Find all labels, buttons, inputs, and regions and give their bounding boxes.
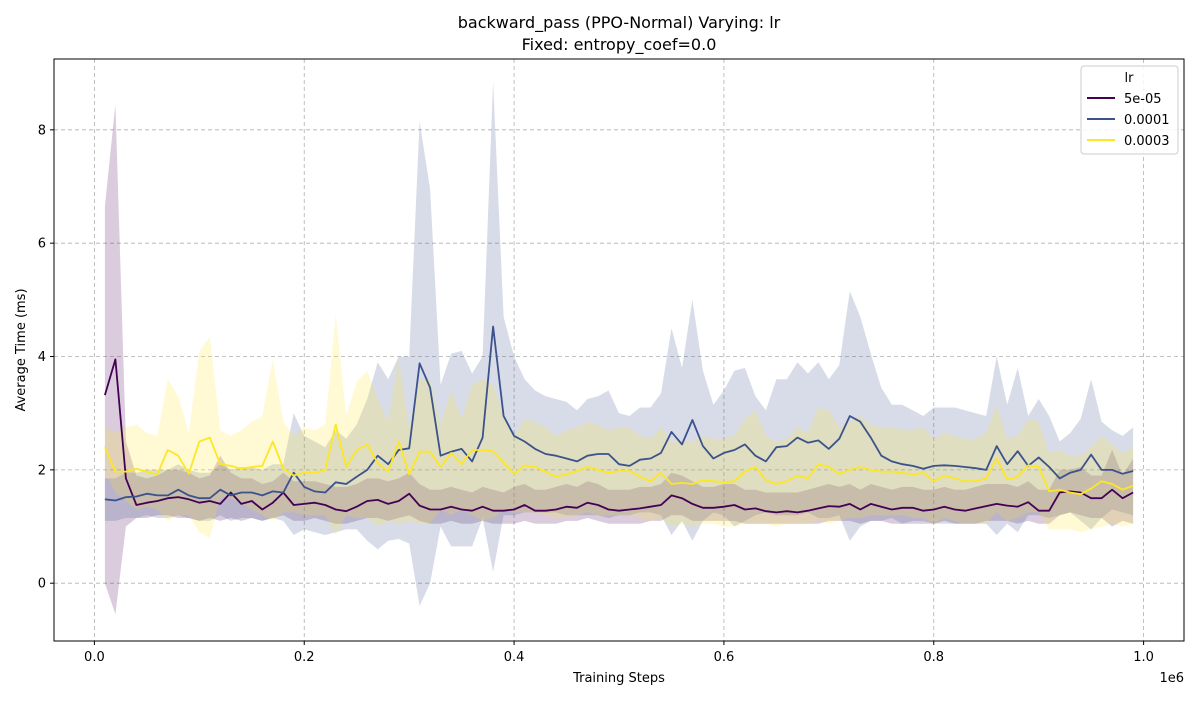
legend-box [1080, 65, 1179, 155]
series-lines [104, 325, 1134, 514]
y-tick-label: 6 [38, 237, 46, 252]
axis-ticks: 0.0 0.2 0.4 0.6 0.8 1.0 0 2 4 6 8 [38, 123, 1154, 665]
y-tick-label: 4 [38, 350, 46, 365]
x-tick-label: 0.8 [923, 650, 944, 665]
chart-title-line2: Fixed: entropy_coef=0.0 [522, 35, 717, 55]
chart-title-line1: backward_pass (PPO-Normal) Varying: lr [458, 13, 781, 33]
y-axis-label: Average Time (ms) [14, 288, 29, 411]
x-tick-label: 0.0 [84, 650, 105, 665]
band-5e-05 [104, 104, 1134, 615]
legend-label-0.0003: 0.0003 [1124, 134, 1170, 149]
x-tick-label: 0.6 [714, 650, 735, 665]
band-0.0003 [104, 314, 1134, 538]
y-tick-label: 8 [38, 123, 46, 138]
y-tick-label: 2 [38, 463, 46, 478]
confidence-bands [104, 81, 1134, 615]
legend-label-0.0001: 0.0001 [1124, 113, 1170, 128]
grid [54, 59, 1184, 641]
y-tick-label: 0 [38, 577, 46, 592]
line-5e-05 [104, 358, 1134, 514]
legend-label-5e-05: 5e-05 [1124, 92, 1162, 107]
plot-frame [53, 58, 1185, 642]
line-0.0003 [104, 423, 1134, 496]
x-axis-label: Training Steps [572, 671, 665, 686]
x-tick-label: 1.0 [1133, 650, 1154, 665]
band-0.0001 [104, 81, 1134, 606]
line-0.0001 [104, 325, 1134, 502]
legend: lr 5e-05 0.0001 0.0003 [1080, 65, 1179, 155]
x-tick-label: 0.4 [504, 650, 525, 665]
x-tick-label: 0.2 [294, 650, 315, 665]
x-axis-offset-label: 1e6 [1159, 671, 1184, 686]
legend-title: lr [1125, 71, 1135, 86]
